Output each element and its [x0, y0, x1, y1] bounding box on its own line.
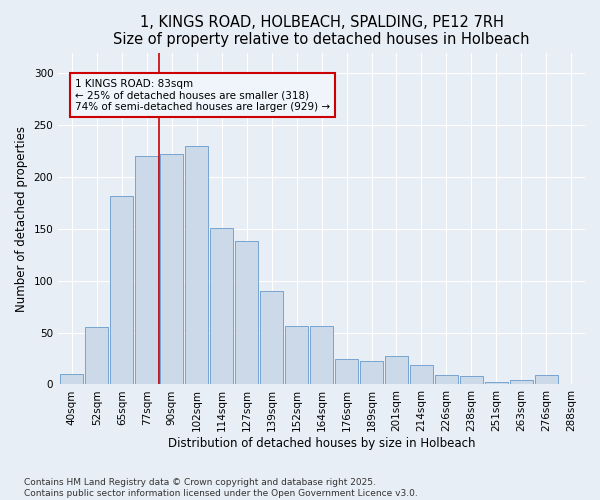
Bar [485, 382, 508, 384]
Bar [136, 156, 158, 384]
Bar [335, 358, 358, 384]
Bar [360, 360, 383, 384]
Bar [535, 375, 558, 384]
Bar [510, 380, 533, 384]
Text: 1 KINGS ROAD: 83sqm
← 25% of detached houses are smaller (318)
74% of semi-detac: 1 KINGS ROAD: 83sqm ← 25% of detached ho… [75, 78, 330, 112]
Bar [460, 376, 483, 384]
Bar [235, 242, 258, 384]
Title: 1, KINGS ROAD, HOLBEACH, SPALDING, PE12 7RH
Size of property relative to detache: 1, KINGS ROAD, HOLBEACH, SPALDING, PE12 … [113, 15, 530, 48]
Bar [435, 375, 458, 384]
Bar [160, 154, 183, 384]
Bar [285, 326, 308, 384]
Bar [185, 146, 208, 384]
Bar [410, 365, 433, 384]
Y-axis label: Number of detached properties: Number of detached properties [15, 126, 28, 312]
Bar [210, 228, 233, 384]
X-axis label: Distribution of detached houses by size in Holbeach: Distribution of detached houses by size … [168, 437, 475, 450]
Bar [310, 326, 333, 384]
Bar [385, 356, 408, 384]
Bar [260, 291, 283, 384]
Bar [85, 328, 109, 384]
Bar [61, 374, 83, 384]
Bar [110, 196, 133, 384]
Text: Contains HM Land Registry data © Crown copyright and database right 2025.
Contai: Contains HM Land Registry data © Crown c… [24, 478, 418, 498]
